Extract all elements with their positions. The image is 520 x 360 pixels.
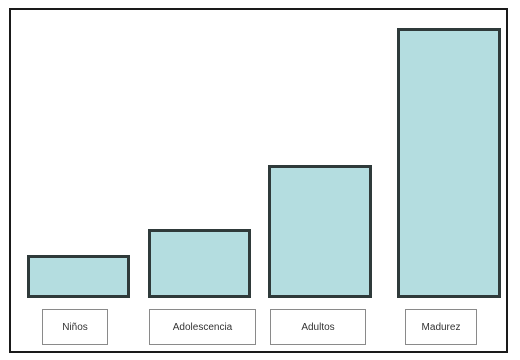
category-label-2: Adultos: [270, 309, 366, 345]
bar-3: [397, 28, 501, 298]
bar-0: [27, 255, 130, 298]
category-label-3: Madurez: [405, 309, 477, 345]
category-label-1: Adolescencia: [149, 309, 256, 345]
bar-2: [268, 165, 372, 298]
bar-1: [148, 229, 251, 298]
category-label-0: Niños: [42, 309, 108, 345]
